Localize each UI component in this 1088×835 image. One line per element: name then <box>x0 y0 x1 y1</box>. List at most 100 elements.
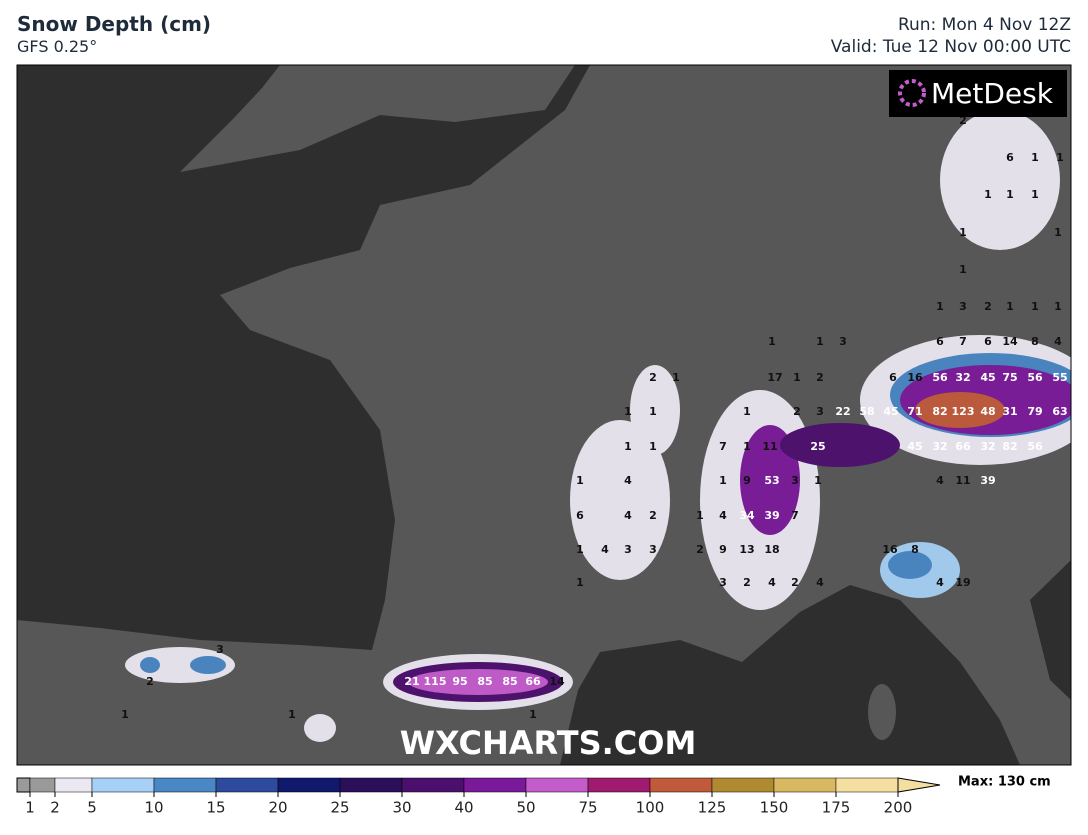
snow-depth-label: 3 <box>791 474 799 487</box>
colorbar-tick-label: 125 <box>698 799 727 817</box>
snow-depth-label: 21 <box>404 675 419 688</box>
snow-depth-label: 4 <box>768 576 776 589</box>
snow-depth-label: 56 <box>1027 371 1043 384</box>
snow-depth-label: 2 <box>649 371 657 384</box>
watermark: WXCHARTS.COM <box>400 724 697 762</box>
snow-depth-label: 1 <box>576 474 584 487</box>
colorbar-tick-label: 25 <box>330 799 349 817</box>
snow-depth-label: 1 <box>649 440 657 453</box>
snow-depth-label: 6 <box>576 509 584 522</box>
snow-depth-label: 14 <box>1002 335 1018 348</box>
snow-depth-label: 123 <box>952 405 975 418</box>
snow-depth-label: 1 <box>649 405 657 418</box>
snow-depth-label: 48 <box>980 405 995 418</box>
snow-depth-label: 1 <box>768 335 776 348</box>
snow-depth-label: 45 <box>883 405 898 418</box>
snow-depth-label: 31 <box>1002 405 1017 418</box>
snow-depth-label: 4 <box>936 474 944 487</box>
colorbar-tick-label: 20 <box>268 799 287 817</box>
snow-depth-label: 1 <box>624 440 632 453</box>
snow-depth-label: 14 <box>549 675 565 688</box>
snow-depth-label: 1 <box>1054 226 1062 239</box>
snow-depth-label: 82 <box>932 405 947 418</box>
snow-depth-label: 1 <box>814 474 822 487</box>
snow-depth-label: 8 <box>1031 335 1039 348</box>
snow-depth-label: 66 <box>955 440 971 453</box>
colorbar-segment <box>339 777 403 793</box>
logo-icon <box>898 79 926 107</box>
snow-depth-label: 2 <box>816 371 824 384</box>
snow-depth-label: 115 <box>424 675 447 688</box>
colorbar-cap <box>16 777 31 793</box>
colorbar-tick-label: 15 <box>206 799 225 817</box>
colorbar-tick-label: 75 <box>578 799 597 817</box>
corsica <box>868 684 896 740</box>
snow-depth-label: 1 <box>793 371 801 384</box>
snow-depth-label: 3 <box>624 543 632 556</box>
colorbar-segment <box>711 777 775 793</box>
snow-depth-label: 1 <box>529 708 537 721</box>
snow-depth-label: 2 <box>959 114 967 127</box>
snow-depth-label: 1 <box>576 576 584 589</box>
logo-box <box>889 70 1067 117</box>
snow-depth-label: 7 <box>959 335 967 348</box>
snow-depth-label: 7 <box>791 509 799 522</box>
colorbar-tick-label: 100 <box>636 799 665 817</box>
snow-depth-label: 3 <box>816 405 824 418</box>
snow-depth-label: 9 <box>743 474 751 487</box>
colorbar-segment <box>54 777 93 793</box>
map-frame <box>16 64 1072 766</box>
colorbar-segment <box>525 777 589 793</box>
snow-depth-label: 9 <box>719 543 727 556</box>
snow-depth-label: 2 <box>696 543 704 556</box>
snow-depth-label: 19 <box>955 576 970 589</box>
run-time: Run: Mon 4 Nov 12Z <box>897 15 1071 35</box>
title: Snow Depth (cm) <box>17 12 212 36</box>
sea <box>17 65 590 650</box>
colorbar-tick-label: 1 <box>25 799 35 817</box>
snow-depth-label: 16 <box>882 543 898 556</box>
snow-depth-label: 85 <box>477 675 492 688</box>
snow-depth-label: 75 <box>1002 371 1017 384</box>
colorbar-segment <box>587 777 651 793</box>
snow-depth-label: 56 <box>1027 440 1043 453</box>
snow-depth-label: 1 <box>936 300 944 313</box>
snow-depth-label: 8 <box>911 543 919 556</box>
snow-depth-label: 6 <box>984 335 992 348</box>
snow-depth-label: 1 <box>984 188 992 201</box>
snow-depth-label: 58 <box>859 405 874 418</box>
colorbar-tick-label: 200 <box>884 799 913 817</box>
snow-depth-label: 7 <box>719 440 727 453</box>
snow-depth-label: 6 <box>936 335 944 348</box>
snow-depth-label: 71 <box>907 405 922 418</box>
snow-depth-label: 6 <box>1006 151 1014 164</box>
snow-depth-label: 17 <box>767 371 782 384</box>
snow-depth-label: 11 <box>762 440 777 453</box>
snow-depth-label: 45 <box>907 440 922 453</box>
snow-depth-label: 1 <box>1056 151 1064 164</box>
snow-depth-label: 16 <box>907 371 923 384</box>
colorbar-segment <box>277 777 341 793</box>
snow-depth-label: 3 <box>649 543 657 556</box>
colorbar-tick-label: 40 <box>454 799 473 817</box>
snow-depth-label: 4 <box>624 509 632 522</box>
snow-depth-label: 1 <box>1031 300 1039 313</box>
snow-depth-label: 82 <box>1002 440 1017 453</box>
snow-depth-label: 2 <box>791 576 799 589</box>
colorbar-segment <box>773 777 837 793</box>
snow-depth-label: 1 <box>959 263 967 276</box>
colorbar-segment <box>153 777 217 793</box>
snow-depth-label: 2 <box>793 405 801 418</box>
snow-depth-label: 45 <box>980 371 995 384</box>
snow-depth-label: 25 <box>810 440 825 453</box>
max-label: Max: 130 cm <box>958 775 1051 790</box>
snow-depth-label: 4 <box>719 509 727 522</box>
mediterranean <box>560 585 1020 765</box>
snow-depth-label: 1 <box>576 543 584 556</box>
snow-depth-label: 3 <box>216 643 224 656</box>
snow-depth-label: 3 <box>959 300 967 313</box>
snow-depth-label: 4 <box>1054 335 1062 348</box>
snow-depth-label: 79 <box>1027 405 1042 418</box>
